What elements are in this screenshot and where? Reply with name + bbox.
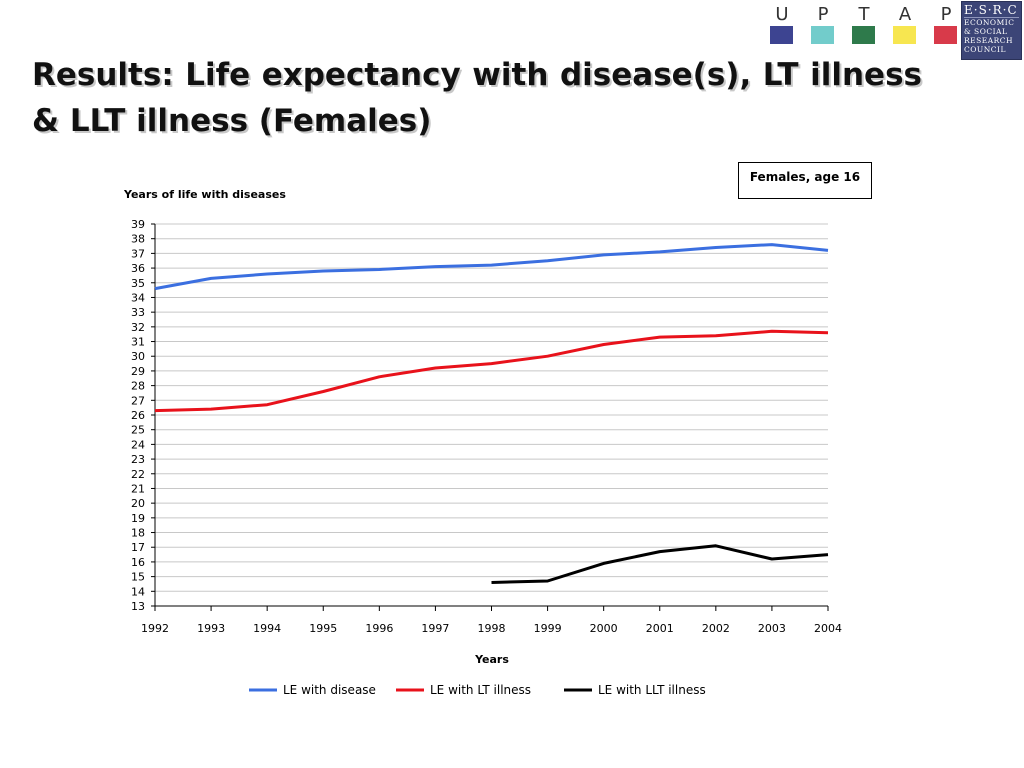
y-tick-label: 27 [131,394,145,407]
esrc-logo-line-2: & SOCIAL [964,27,1008,36]
uptap-color-block [934,26,957,44]
x-tick-label: 1999 [534,622,562,635]
y-tick-label: 34 [131,291,145,304]
uptap-color-block [811,26,834,44]
legend-label: LE with LT illness [430,683,531,697]
y-tick-label: 31 [131,336,145,349]
y-tick-label: 14 [131,585,145,598]
y-tick-label: 24 [131,438,145,451]
y-tick-label: 25 [131,424,145,437]
y-tick-label: 28 [131,380,145,393]
y-tick-label: 20 [131,497,145,510]
uptap-letter: P [940,4,952,25]
series-line [154,329,829,413]
esrc-logo-line-1: ECONOMIC [964,18,1015,27]
series-line [491,544,829,584]
y-tick-label: 16 [131,556,145,569]
y-tick-label: 38 [131,233,145,246]
uptap-color-block [852,26,875,44]
series-line [154,243,829,291]
x-tick-label: 1995 [309,622,337,635]
esrc-logo-line-4: COUNCIL [964,45,1006,54]
y-tick-label: 33 [131,306,145,319]
x-tick-labels: 1992 1993 1994 1995 1996 1997 1998 1999 2000 2001… [141,622,842,635]
x-axis-title: Years [474,653,509,666]
x-tick-label: 1998 [478,622,506,635]
uptap-letter: P [817,4,829,25]
chart-axes [151,223,829,611]
x-tick-label: 2003 [758,622,786,635]
y-tick-label: 26 [131,409,145,422]
y-tick-label: 17 [131,541,145,554]
slide-title: Results: Life expectancy with disease(s)… [32,57,922,139]
y-tick-label: 13 [131,600,145,613]
x-tick-label: 2002 [702,622,730,635]
y-tick-label: 21 [131,482,145,495]
legend-label: LE with disease [283,683,376,697]
y-tick-label: 22 [131,468,145,481]
x-tick-label: 1996 [365,622,393,635]
y-tick-labels: 1314151617181920212223242526272829303132… [131,218,145,613]
x-tick-label: 1992 [141,622,169,635]
y-tick-label: 37 [131,247,145,260]
chart-annotation-box: Females, age 16 [738,162,872,199]
x-tick-label: 2000 [590,622,618,635]
chart-series [154,243,829,584]
x-tick-label: 1993 [197,622,225,635]
esrc-logo-line-3: RESEARCH [964,36,1014,45]
uptap-letter: U [775,4,789,25]
y-tick-label: 39 [131,218,145,231]
y-tick-label: 32 [131,321,145,334]
chart-gridlines [155,223,828,592]
y-tick-label: 36 [131,262,145,275]
x-tick-label: 1997 [421,622,449,635]
x-tick-label: 2001 [646,622,674,635]
uptap-color-block [770,26,793,44]
y-tick-label: 19 [131,512,145,525]
chart-legend: LE with disease LE with LT illness LE with… [249,683,706,697]
uptap-letter: T [858,4,870,25]
legend-label: LE with LLT illness [598,683,706,697]
uptap-letter: A [898,4,912,25]
esrc-logo-abbrev: E·S·R·C [964,3,1019,18]
y-tick-label: 35 [131,277,145,290]
uptap-color-block [893,26,916,44]
y-tick-label: 23 [131,453,145,466]
x-tick-label: 1994 [253,622,281,635]
y-tick-label: 30 [131,350,145,363]
y-tick-label: 15 [131,571,145,584]
x-tick-label: 2004 [814,622,842,635]
chart-annotation-text: Females, age 16 [749,170,861,184]
y-tick-label: 18 [131,527,145,540]
y-tick-label: 29 [131,365,145,378]
esrc-logo: E·S·R·C ECONOMIC & SOCIAL RESEARCH COUNC… [961,1,1022,60]
chart-title: Years of life with diseases [123,188,286,201]
